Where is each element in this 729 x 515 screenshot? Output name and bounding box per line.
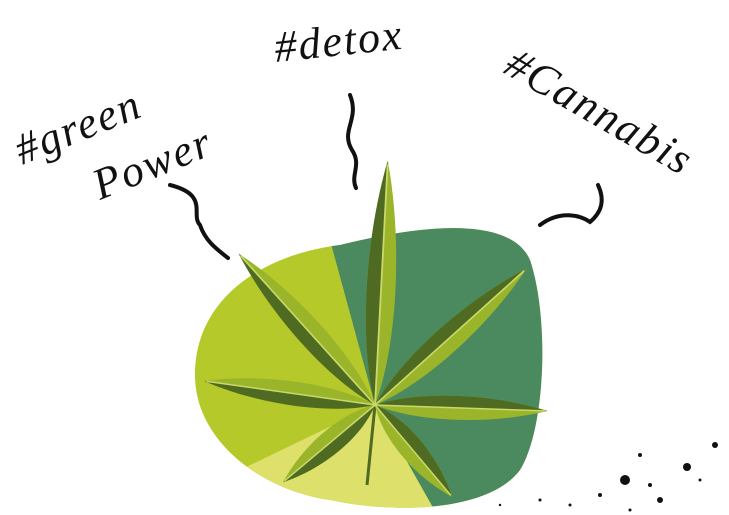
- cannabis-leaf: [201, 158, 549, 506]
- dots: [498, 442, 718, 512]
- squiggle: [168, 183, 230, 260]
- squiggle: [346, 93, 359, 190]
- hashtag: #Cannabis: [497, 38, 702, 185]
- squiggle: [538, 183, 604, 227]
- hashtag: #detox: [272, 10, 406, 72]
